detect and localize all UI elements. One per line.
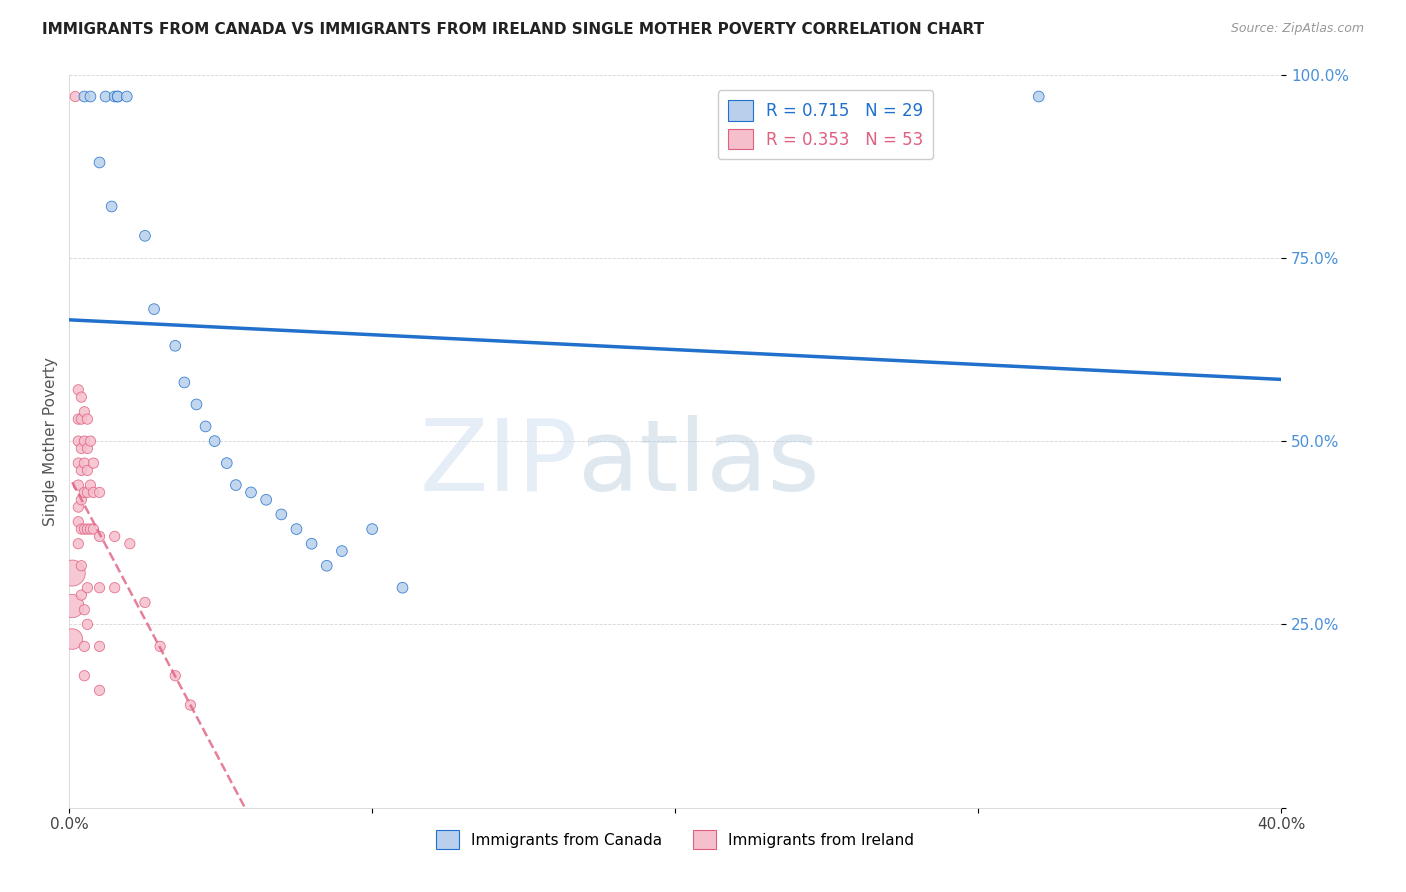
Point	[215, 456, 238, 470]
Point	[73, 669, 96, 683]
Point	[391, 581, 413, 595]
Point	[225, 478, 247, 492]
Point	[149, 640, 172, 654]
Point	[76, 617, 98, 632]
Point	[67, 478, 90, 492]
Point	[73, 456, 96, 470]
Point	[89, 155, 111, 169]
Point	[240, 485, 263, 500]
Point	[79, 522, 101, 536]
Point	[1028, 89, 1050, 103]
Point	[89, 485, 111, 500]
Point	[67, 537, 90, 551]
Point	[76, 522, 98, 536]
Point	[115, 89, 138, 103]
Point	[89, 640, 111, 654]
Point	[94, 89, 117, 103]
Point	[301, 537, 323, 551]
Point	[60, 566, 83, 580]
Y-axis label: Single Mother Poverty: Single Mother Poverty	[44, 357, 58, 525]
Point	[67, 500, 90, 514]
Point	[134, 228, 156, 243]
Point	[73, 522, 96, 536]
Point	[73, 405, 96, 419]
Point	[165, 669, 187, 683]
Point	[134, 595, 156, 609]
Point	[76, 485, 98, 500]
Point	[104, 89, 127, 103]
Point	[330, 544, 353, 558]
Point	[70, 442, 93, 456]
Point	[89, 529, 111, 543]
Point	[285, 522, 308, 536]
Point	[361, 522, 384, 536]
Point	[70, 558, 93, 573]
Point	[165, 339, 187, 353]
Point	[67, 515, 90, 529]
Point	[70, 588, 93, 602]
Point	[60, 632, 83, 646]
Point	[104, 529, 127, 543]
Point	[82, 456, 104, 470]
Point	[73, 89, 96, 103]
Point	[73, 603, 96, 617]
Point	[76, 442, 98, 456]
Point	[67, 434, 90, 449]
Point	[67, 383, 90, 397]
Point	[254, 492, 277, 507]
Point	[104, 581, 127, 595]
Point	[89, 683, 111, 698]
Point	[315, 558, 337, 573]
Point	[73, 485, 96, 500]
Point	[143, 302, 166, 317]
Point	[67, 412, 90, 426]
Point	[76, 463, 98, 477]
Point	[76, 412, 98, 426]
Text: IMMIGRANTS FROM CANADA VS IMMIGRANTS FROM IRELAND SINGLE MOTHER POVERTY CORRELAT: IMMIGRANTS FROM CANADA VS IMMIGRANTS FRO…	[42, 22, 984, 37]
Point	[65, 89, 87, 103]
Point	[60, 599, 83, 613]
Point	[70, 492, 93, 507]
Text: atlas: atlas	[578, 415, 820, 512]
Point	[100, 199, 122, 213]
Point	[179, 698, 201, 712]
Point	[70, 390, 93, 404]
Text: Source: ZipAtlas.com: Source: ZipAtlas.com	[1230, 22, 1364, 36]
Point	[89, 581, 111, 595]
Point	[82, 522, 104, 536]
Point	[107, 89, 129, 103]
Point	[194, 419, 217, 434]
Point	[70, 463, 93, 477]
Point	[79, 89, 101, 103]
Point	[173, 376, 195, 390]
Text: ZIP: ZIP	[420, 415, 578, 512]
Point	[73, 434, 96, 449]
Point	[79, 478, 101, 492]
Point	[82, 485, 104, 500]
Point	[76, 581, 98, 595]
Point	[73, 640, 96, 654]
Point	[186, 397, 208, 411]
Point	[876, 89, 898, 103]
Point	[70, 412, 93, 426]
Legend: R = 0.715   N = 29, R = 0.353   N = 53: R = 0.715 N = 29, R = 0.353 N = 53	[718, 90, 934, 159]
Point	[118, 537, 141, 551]
Point	[204, 434, 226, 449]
Point	[270, 508, 292, 522]
Point	[107, 89, 129, 103]
Point	[70, 522, 93, 536]
Point	[67, 456, 90, 470]
Point	[79, 434, 101, 449]
